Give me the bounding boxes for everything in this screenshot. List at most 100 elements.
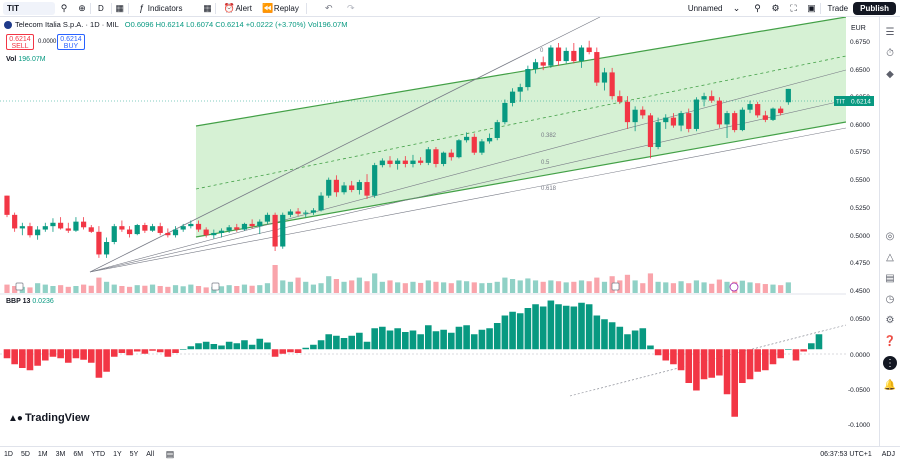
price-tick: 0.6750 [850, 39, 870, 46]
bbp-bar [555, 304, 562, 350]
screener-icon[interactable]: ◷ [885, 293, 895, 305]
layout-name-label: Unnamed [687, 3, 723, 13]
indicators-button[interactable]: ƒ Indicators [131, 0, 188, 17]
quick-search-icon[interactable]: ⚲ [754, 2, 761, 13]
fib-level-05: 0.5 [541, 160, 550, 166]
clock-display[interactable]: 06:37:53 UTC+1 [820, 451, 872, 458]
range-all[interactable]: All [146, 451, 155, 458]
interval-button[interactable]: D [93, 0, 109, 17]
range-3m[interactable]: 3M [55, 451, 66, 458]
bbp-bar [562, 305, 570, 350]
candle-body [12, 214, 18, 229]
watchlist-icon[interactable]: ☰ [885, 26, 895, 38]
undo-icon[interactable]: ↶ [325, 2, 333, 13]
buy-price: 0.6214 [60, 36, 82, 43]
bbp-bar [708, 349, 716, 378]
last-price-symbol: TIT [836, 100, 845, 106]
range-1y[interactable]: 1Y [113, 451, 122, 458]
settings-gear-icon[interactable]: ⚙ [771, 2, 780, 13]
candle-body [502, 102, 508, 123]
alerts-clock-icon[interactable]: ⏱ [886, 47, 894, 59]
range-1d[interactable]: 1D [4, 451, 13, 458]
chart-canvas[interactable]: 0 0.382 0.5 0.618 EUR 0.6750 0.6500 0.62… [0, 17, 874, 429]
volume-bar [234, 286, 240, 293]
candle-body [571, 50, 577, 62]
earnings-marker[interactable] [15, 282, 24, 291]
templates-grid-icon[interactable]: ▦ [203, 2, 212, 13]
apps-grid-icon[interactable]: ⋮ [883, 356, 897, 370]
volume-bar [563, 282, 569, 293]
bbp-bar [348, 335, 355, 350]
bbp-bar [279, 349, 287, 354]
price-axis[interactable]: EUR 0.6750 0.6500 0.6250 0.6000 0.5750 0… [834, 17, 874, 429]
candle-body [303, 212, 309, 214]
candle-body [249, 223, 255, 227]
chat-icon[interactable]: ⚙ [885, 314, 895, 326]
volume-bar [525, 278, 531, 293]
fullscreen-icon[interactable]: ⛶ [790, 2, 797, 13]
bbp-bar [486, 328, 493, 350]
candle-body [142, 225, 148, 231]
channel-upper-line [195, 17, 847, 127]
ideas-icon[interactable]: △ [886, 251, 894, 263]
compare-plus-icon[interactable]: ⊕ [78, 2, 86, 13]
range-1m[interactable]: 1M [37, 451, 48, 458]
volume-bar [502, 277, 508, 293]
legend-title[interactable]: Telecom Italia S.p.A. · 1D · MIL [15, 20, 119, 29]
layout-name-button[interactable]: Unnamed ⌄ [683, 0, 748, 17]
volume-bar [226, 285, 232, 293]
volume-legend[interactable]: Vol 196.07M [6, 56, 46, 63]
search-icon[interactable]: ⚲ [60, 2, 68, 13]
candle-body [701, 96, 707, 100]
volume-bar [402, 283, 408, 293]
buy-label: BUY [63, 43, 79, 50]
bbp-bar [233, 343, 241, 350]
bell-icon[interactable]: 🔔 [883, 379, 897, 391]
bbp-bar [126, 349, 133, 356]
candle-body [65, 228, 71, 231]
trade-button[interactable]: Trade [823, 0, 854, 17]
sell-button[interactable]: 0.6214 SELL [6, 34, 34, 50]
bbp-value: 0.0236 [32, 298, 54, 305]
redo-icon[interactable]: ↷ [347, 2, 355, 13]
candle-body [234, 227, 240, 230]
chart-legend: Telecom Italia S.p.A. · 1D · MIL O0.6096… [4, 20, 347, 29]
help-icon[interactable]: ❓ [883, 335, 897, 347]
volume-bar [464, 281, 470, 293]
bar-style-icon[interactable]: ▦ [115, 2, 125, 13]
calendar-icon[interactable]: ▤ [885, 272, 895, 284]
adjust-toggle[interactable]: ADJ [881, 451, 895, 458]
candle-body [655, 122, 661, 148]
volume-bar [241, 284, 248, 293]
news-icon[interactable]: ◎ [885, 230, 895, 242]
candle-body [709, 96, 715, 101]
range-6m[interactable]: 6M [73, 451, 84, 458]
bbp-legend[interactable]: BBP 13 0.0236 [6, 298, 54, 305]
replay-button[interactable]: ⏪ Replay [257, 0, 304, 17]
range-5y[interactable]: 5Y [129, 451, 139, 458]
bbp-bar [317, 340, 325, 350]
volume-bar [762, 284, 768, 293]
layers-icon[interactable]: ◆ [886, 68, 894, 80]
symbol-search[interactable]: TIT [3, 1, 55, 15]
range-ytd[interactable]: YTD [91, 451, 106, 458]
chevron-down-icon: ⌄ [732, 2, 741, 13]
publish-button[interactable]: Publish [853, 1, 896, 15]
earnings-marker[interactable] [211, 282, 220, 291]
earnings-marker[interactable] [611, 282, 620, 291]
range-5d[interactable]: 5D [20, 451, 30, 458]
candle-body [517, 87, 523, 92]
bbp-bar [333, 335, 340, 350]
legend-ohlc: O0.6096 H0.6214 L0.6074 C0.6214 +0.0222 … [124, 20, 348, 29]
date-range-calendar-icon[interactable]: ▤ [165, 449, 175, 459]
bbp-bar [26, 349, 34, 371]
tradingview-logo[interactable]: ▲● TradingView [8, 412, 90, 424]
alert-button[interactable]: ⏰ Alert [218, 0, 256, 17]
fib-level-0618: 0.618 [541, 186, 557, 192]
price-tick: 0.5500 [850, 177, 870, 184]
bbp-bar [677, 349, 685, 371]
camera-icon[interactable]: ▣ [807, 2, 816, 13]
dividend-marker[interactable] [729, 282, 739, 292]
bbp-bar [149, 349, 156, 351]
buy-button[interactable]: 0.6214 BUY [57, 34, 85, 50]
